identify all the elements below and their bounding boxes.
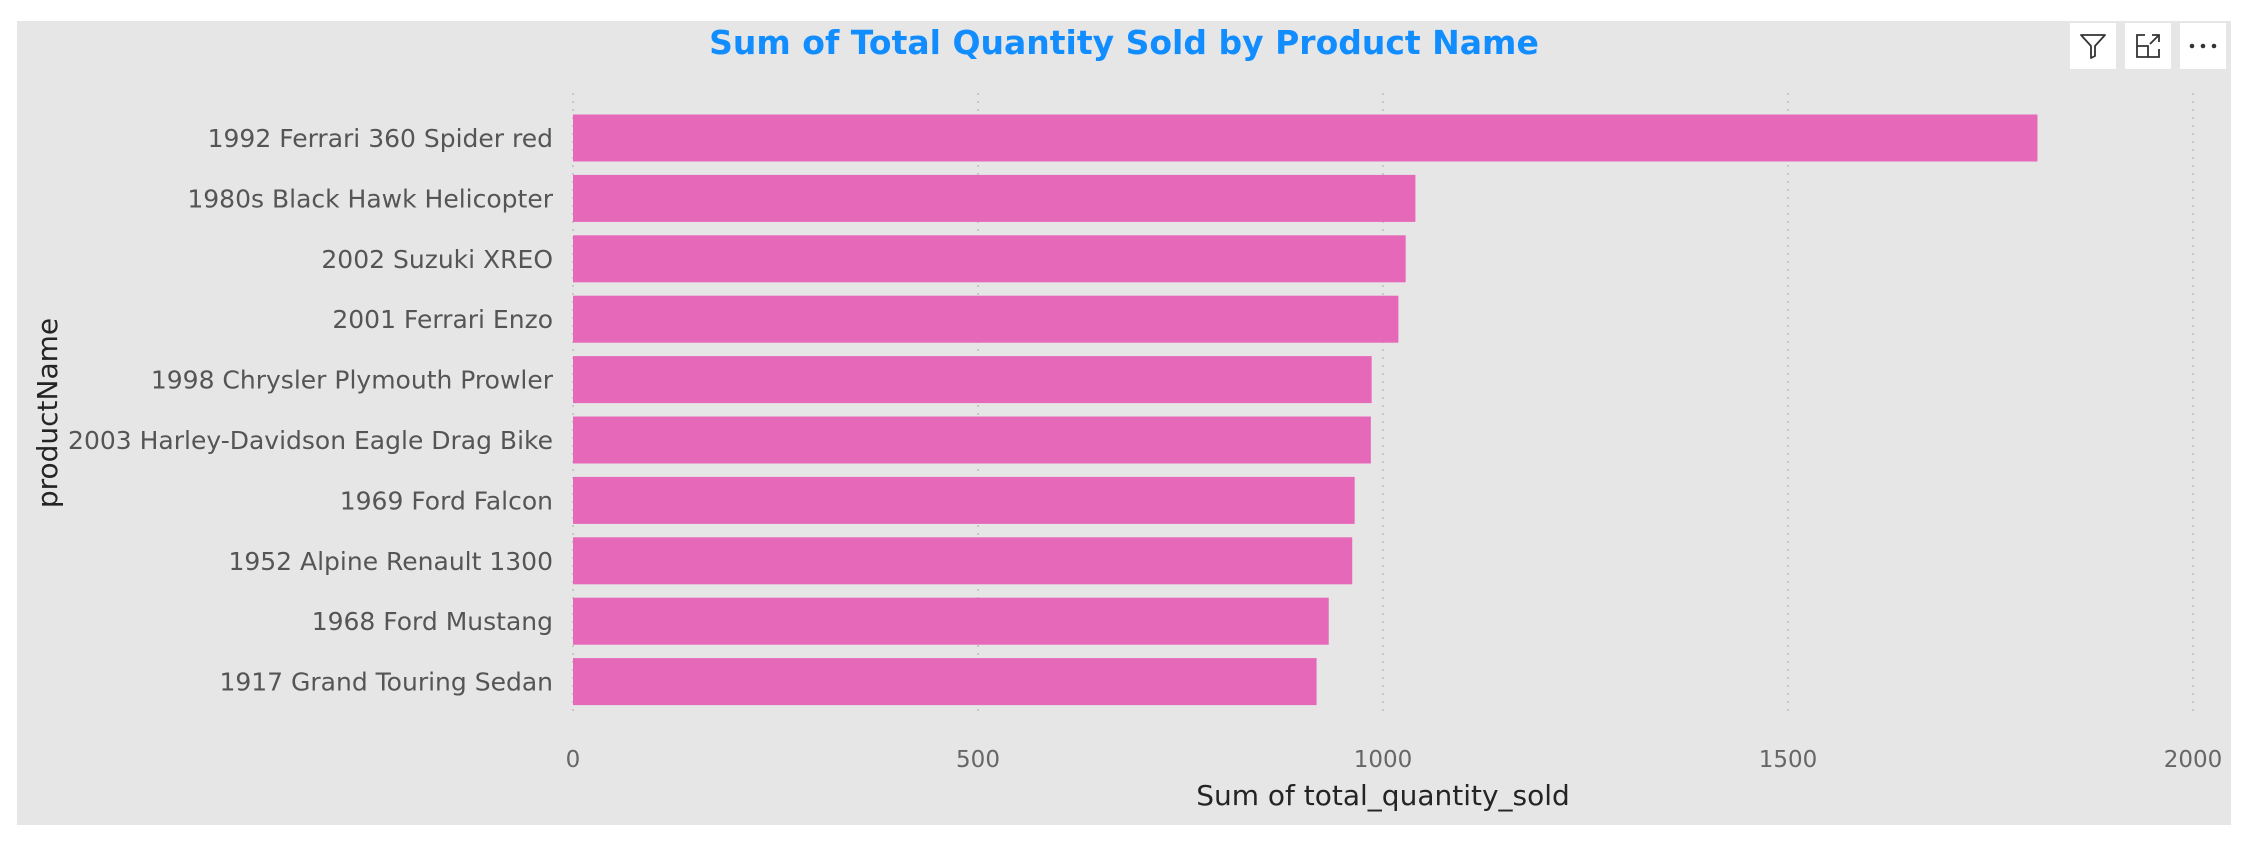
bar[interactable]	[573, 537, 1353, 585]
bar[interactable]	[573, 416, 1371, 464]
bar[interactable]	[573, 597, 1329, 645]
category-label: 1980s Black Hawk Helicopter	[187, 184, 553, 213]
filter-button[interactable]	[2070, 23, 2116, 69]
category-label: 1968 Ford Mustang	[312, 607, 553, 636]
bar[interactable]	[573, 235, 1406, 283]
focus-mode-button[interactable]	[2125, 23, 2171, 69]
bar[interactable]	[573, 174, 1416, 222]
x-tick-label: 500	[956, 747, 1000, 773]
x-tick-label: 1000	[1354, 747, 1413, 773]
focus-mode-icon	[2136, 34, 2160, 58]
category-label: 2001 Ferrari Enzo	[332, 305, 553, 334]
bar[interactable]	[573, 356, 1372, 404]
chart-title: Sum of Total Quantity Sold by Product Na…	[709, 23, 1539, 62]
category-label: 1969 Ford Falcon	[340, 486, 553, 515]
x-axis-title: Sum of total_quantity_sold	[1196, 779, 1570, 812]
plot-area: 1992 Ferrari 360 Spider red 1980s Black H…	[31, 93, 2223, 812]
category-label: 2002 Suzuki XREO	[321, 245, 553, 274]
bar[interactable]	[573, 658, 1317, 706]
bar-chart-visual: Sum of Total Quantity Sold by Product Na…	[17, 21, 2231, 825]
x-tick-label: 1500	[1759, 747, 1818, 773]
category-label: 1952 Alpine Renault 1300	[228, 547, 553, 576]
bar[interactable]	[573, 295, 1399, 343]
x-tick-label: 0	[566, 747, 581, 773]
category-label: 2003 Harley-Davidson Eagle Drag Bike	[68, 426, 553, 455]
category-label: 1992 Ferrari 360 Spider red	[208, 124, 553, 153]
y-axis-title: productName	[31, 318, 64, 508]
more-options-icon	[2189, 43, 2217, 49]
bar[interactable]	[573, 114, 2038, 162]
bar[interactable]	[573, 476, 1355, 524]
x-tick-label: 2000	[2164, 747, 2223, 773]
filter-icon	[2080, 34, 2106, 59]
more-options-button[interactable]	[2180, 23, 2226, 69]
category-label: 1998 Chrysler Plymouth Prowler	[151, 366, 554, 395]
category-label: 1917 Grand Touring Sedan	[219, 668, 553, 697]
